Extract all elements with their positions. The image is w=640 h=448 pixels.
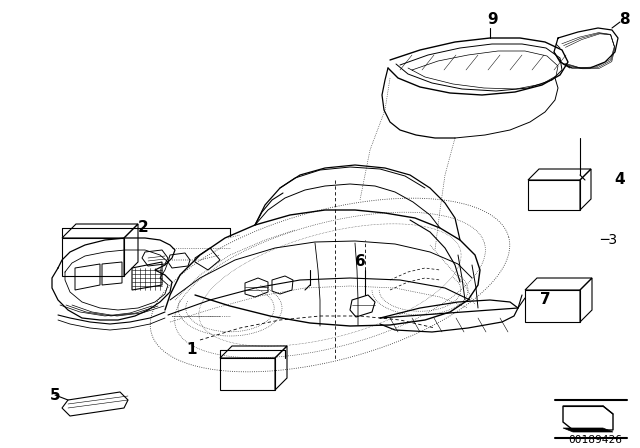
Polygon shape: [563, 428, 613, 432]
Text: ─3: ─3: [600, 233, 617, 247]
Text: 9: 9: [488, 13, 499, 27]
Text: 8: 8: [619, 13, 629, 27]
Text: 2: 2: [138, 220, 148, 236]
Text: 1: 1: [187, 343, 197, 358]
Text: 00189426: 00189426: [568, 435, 622, 445]
Text: 5: 5: [50, 388, 60, 402]
Text: 4: 4: [614, 172, 625, 188]
Text: 6: 6: [355, 254, 365, 270]
Text: 7: 7: [540, 293, 550, 307]
